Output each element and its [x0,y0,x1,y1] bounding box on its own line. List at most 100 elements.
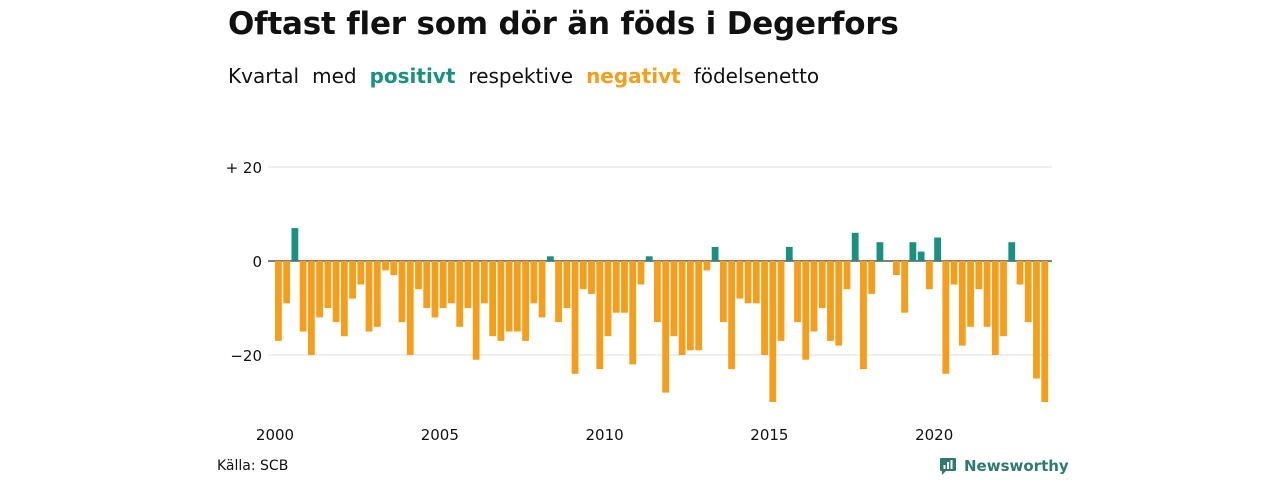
y-tick-label: −20 [230,347,262,365]
bar [876,242,884,261]
bar [983,261,991,327]
bar [299,261,307,332]
bar [1041,261,1049,402]
bar [415,261,422,290]
bar [752,261,760,304]
source-note: Källa: SCB [217,458,289,474]
bar [1024,261,1032,323]
bar [736,261,744,299]
x-axis: 2000 2005 2010 2015 2020 [256,426,953,444]
bar [505,261,513,332]
bar [860,261,867,370]
bar [571,261,579,374]
bar [687,261,694,351]
bar [728,261,735,370]
bar [316,261,323,318]
brand-name: Newsworthy [964,457,1069,475]
subtitle-word: födelsenetto [693,64,820,88]
subtitle-word: med [312,64,357,88]
bar [291,228,299,261]
bar [827,261,834,341]
x-tick-label: 2005 [421,426,459,444]
chart-title: Oftast fler som dör än föds i Degerfors [228,6,899,42]
bar [901,261,909,313]
bar [373,261,381,327]
bar [365,261,373,332]
bar [398,261,406,323]
bar [382,261,389,271]
bar [283,261,291,304]
bar [802,261,810,360]
bar [637,261,645,285]
legend-negative: negativt [586,64,681,88]
bar [851,232,859,261]
bar [431,261,439,318]
bars [275,228,1049,402]
bar [777,261,785,341]
bar [843,261,851,290]
bar [917,251,925,261]
bar [893,261,900,276]
bar [546,256,554,261]
y-tick-label: 0 [252,253,262,271]
bar [711,246,719,261]
bar [522,261,529,341]
bar [596,261,604,370]
bar [612,261,620,313]
bar [588,261,595,294]
bar [406,261,414,355]
bar [555,261,562,323]
subtitle-word: Kvartal [228,64,300,88]
bar [991,261,999,355]
bar [719,261,727,323]
bar [604,261,612,337]
bar [340,261,348,337]
bar [538,261,546,318]
bar [423,261,431,308]
x-tick-label: 2000 [256,426,294,444]
bar [464,261,472,308]
bar [530,261,538,304]
bar [909,242,917,261]
bar [621,261,628,313]
bar [324,261,332,308]
bar [513,261,521,332]
bar [439,261,447,308]
x-tick-label: 2010 [586,426,624,444]
bar [579,261,587,290]
bar [481,261,488,304]
bar [794,261,801,323]
bar [662,261,670,393]
bar [645,256,653,261]
bar [357,261,365,285]
bar [934,237,941,261]
bar [769,261,777,402]
bar [950,261,958,285]
chart-subtitle: Kvartal med positivt respektive negativt föde… [228,64,832,88]
bar [563,261,571,308]
x-tick-label: 2020 [915,426,953,444]
bar [1016,261,1024,285]
bar [497,261,505,341]
y-tick-label: + 20 [226,159,262,177]
subtitle-word: respektive [468,64,574,88]
bar [967,261,974,327]
bar [307,261,315,355]
bar [275,261,282,341]
bar [695,261,703,351]
bar [670,261,678,337]
bar [1000,261,1007,337]
bar [925,261,933,290]
bar [472,261,480,360]
bar [390,261,398,276]
bar [629,261,637,365]
bar [975,261,983,290]
bar [785,246,793,261]
bar [654,261,661,323]
bar [349,261,356,299]
bar [448,261,455,304]
brand-logo: Newsworthy [938,456,1069,476]
bar [1008,242,1016,261]
y-axis: + 20 0 −20 [226,159,262,365]
